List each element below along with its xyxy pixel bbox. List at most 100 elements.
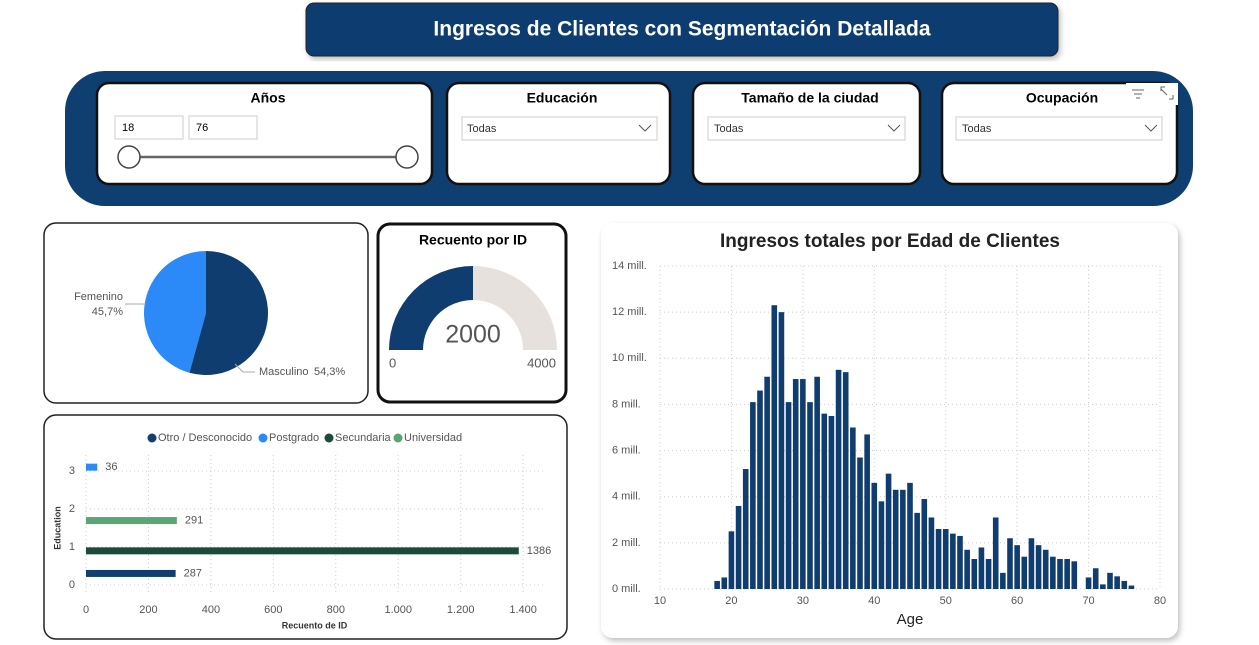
filter-label: Tamaño de la ciudad [741,90,878,106]
data-label: 36 [105,461,117,473]
x-tick-label: 60 [1011,595,1023,607]
dropdown[interactable] [461,116,658,141]
bar [935,529,942,589]
x-tick-label: 600 [264,604,282,616]
bar [1014,545,1020,589]
bar [1121,580,1128,589]
slider-handle[interactable] [395,145,419,169]
bar [821,413,828,589]
bar [1007,538,1013,589]
bar [814,376,820,589]
gauge-card [376,222,568,404]
bar [86,463,98,471]
input-box[interactable] [188,115,258,140]
bar [842,372,849,589]
bar [764,376,770,589]
legend-label: Secundaria [335,432,392,444]
x-tick-label: 0 [83,604,89,616]
bar [800,379,806,589]
y-tick-label: 0 mill. [612,583,641,595]
chevron [638,124,652,132]
gauge-min: 0 [389,355,396,370]
legend-marker [393,433,403,443]
bar [900,489,906,589]
legend-label: Otro / Desconocido [158,432,252,444]
y-tick-label: 2 [69,503,75,515]
bar [914,512,920,589]
gauge-value [389,266,473,350]
bar [750,402,756,589]
data-label: 291 [185,514,203,526]
bar [921,499,928,589]
bar [86,547,519,555]
bar [792,379,799,589]
bar [1107,572,1113,589]
bar [778,312,785,589]
y-tick-label: 1 [69,541,75,553]
dropdown[interactable] [955,116,1163,141]
x-tick-label: 80 [1154,595,1166,607]
bar [807,402,813,589]
bar [1071,561,1078,589]
bar [907,482,913,589]
dropdown[interactable] [707,116,906,141]
pie-value-label: 45,7% [92,306,123,318]
visual-header [1126,83,1178,105]
bar [957,535,963,589]
bar [1057,559,1063,589]
dropdown-value: Todas [962,123,992,135]
bar [1064,559,1070,589]
x-axis-label: Age [897,611,924,628]
bar [950,533,956,589]
input-box[interactable] [114,115,184,140]
filter-max: 76 [196,122,208,134]
slider-handle[interactable] [117,145,141,169]
y-tick-label: 2 mill. [612,537,641,549]
pie-slice [144,251,206,373]
focus-icon[interactable] [1160,86,1174,100]
legend-label: Universidad [404,432,462,444]
bar [714,580,720,589]
bar [964,549,970,589]
bar [1114,576,1120,589]
bar [1085,577,1092,589]
bar [1028,538,1035,589]
x-tick-label: 1.000 [384,604,412,616]
filter-card [95,81,434,186]
gauge-title: Recuento por ID [419,232,527,248]
x-tick-label: 800 [327,604,345,616]
legend-marker [147,433,157,443]
x-tick-label: 200 [139,604,157,616]
y-axis-label: Education [52,506,62,550]
bar [942,529,949,589]
page-title: Ingresos de Clientes con Segmentación De… [433,18,930,41]
chart-title: Ingresos totales por Edad de Clientes [720,231,1060,252]
bar [1128,585,1135,589]
y-tick-label: 8 mill. [612,398,641,410]
bar [878,501,885,589]
bar [992,517,999,589]
bar [971,559,978,589]
data-label: 1386 [527,545,551,557]
bar [1021,556,1028,589]
y-tick-label: 0 [69,579,75,591]
bar-card [43,414,568,640]
bar [835,369,842,589]
y-tick-label: 4 mill. [612,491,641,503]
bar [850,427,856,589]
bar [1042,549,1049,589]
bar [785,402,792,589]
bar [885,473,892,589]
bar [728,531,735,589]
legend-marker [324,433,334,443]
x-tick-label: 1.400 [509,604,537,616]
x-tick-label: 400 [202,604,220,616]
gauge-max: 4000 [527,355,556,370]
bar [985,559,992,589]
bar [871,482,878,589]
y-tick-label: 12 mill. [612,306,647,318]
filter-icon[interactable] [1132,89,1144,99]
filter-label: Ocupación [1026,90,1098,106]
bar [1092,568,1099,589]
